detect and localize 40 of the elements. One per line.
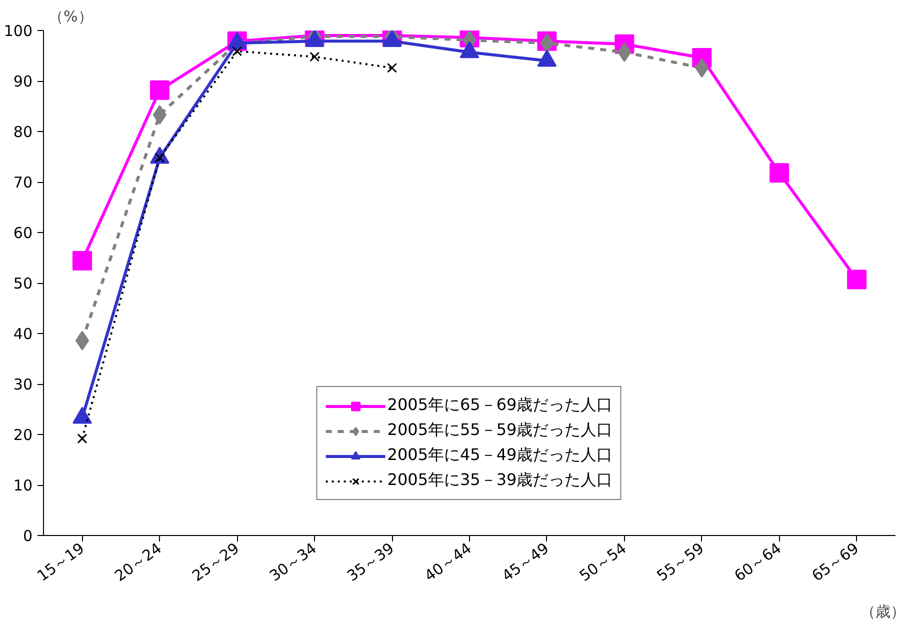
point [847,270,867,290]
legend-label: 2005年に65－69歳だった人口 [387,395,613,416]
x-tick-label: 35～39 [344,539,398,586]
legend-label: 2005年に45－49歳だった人口 [387,445,613,466]
y-tick-label: 30 [13,376,33,394]
point [152,105,166,125]
y-tick-label: 100 [4,22,33,40]
legend-label: 2005年に35－39歳だった人口 [387,470,613,491]
y-tick-label: 60 [13,224,33,242]
y-tick-label: 10 [13,476,33,494]
x-tick-label: 20～24 [111,539,165,586]
y-axis-title: （%） [48,8,93,26]
point [770,163,790,183]
x-axis-title: （歳） [860,602,906,620]
y-tick-label: 20 [13,426,33,444]
x-tick-label: 25～29 [188,539,242,586]
x-tick-label: 55～59 [654,539,708,586]
y-tick-label: 80 [13,123,33,141]
x-tick-label: 60～64 [731,539,785,586]
point [77,434,88,444]
point [75,330,89,350]
x-tick-label: 15～19 [34,539,88,586]
x-tick-label: 45～49 [498,539,552,586]
point [387,62,398,73]
x-tick-label: 50～54 [576,539,630,586]
y-tick-label: 0 [22,527,33,545]
point [150,80,170,100]
y-tick-label: 40 [13,325,33,343]
point [232,46,242,56]
point [695,58,709,78]
x-tick-label: 40～44 [421,539,475,586]
point [72,251,92,271]
point [618,42,632,62]
point [310,52,320,62]
y-tick-label: 70 [13,174,33,192]
y-tick-label: 90 [13,72,33,90]
x-tick-label: 65～69 [808,539,862,586]
legend-label: 2005年に55－59歳だった人口 [387,420,613,441]
x-tick-label: 30～34 [266,539,320,586]
y-tick-label: 50 [13,274,33,292]
